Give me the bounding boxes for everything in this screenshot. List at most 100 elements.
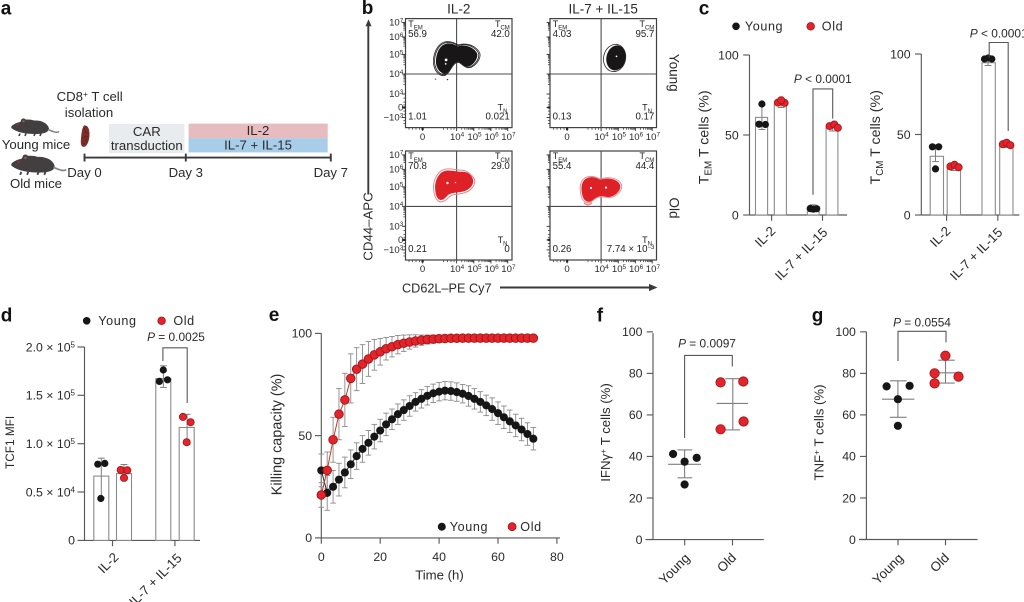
svg-text:c: c — [699, 0, 710, 20]
svg-text:Day 3: Day 3 — [169, 165, 203, 180]
svg-text:isolation: isolation — [65, 105, 113, 120]
svg-text:105: 105 — [389, 182, 404, 193]
svg-text:0: 0 — [636, 533, 643, 547]
svg-text:106: 106 — [629, 131, 644, 142]
svg-text:60: 60 — [629, 408, 643, 422]
svg-text:Old: Old — [667, 197, 682, 218]
svg-text:104: 104 — [389, 201, 404, 212]
svg-text:20: 20 — [842, 491, 856, 505]
svg-text:0: 0 — [398, 235, 403, 246]
svg-text:IL-2: IL-2 — [447, 2, 470, 17]
svg-text:Old: Old — [822, 20, 843, 34]
svg-text:Old mice: Old mice — [10, 176, 62, 191]
svg-text:transduction: transduction — [111, 138, 183, 153]
svg-text:0: 0 — [398, 103, 403, 114]
svg-text:100: 100 — [890, 47, 911, 61]
svg-text:100: 100 — [622, 325, 643, 339]
svg-text:Young: Young — [745, 20, 783, 34]
svg-text:0: 0 — [904, 208, 911, 222]
svg-text:IL-7 + IL-15: IL-7 + IL-15 — [568, 2, 637, 17]
svg-text:50: 50 — [298, 429, 312, 443]
svg-text:107: 107 — [501, 131, 516, 142]
svg-text:Old: Old — [173, 314, 194, 328]
svg-text:0: 0 — [564, 264, 569, 275]
svg-text:105: 105 — [389, 49, 404, 60]
svg-text:IFNγ+ T cells (%): IFNγ+ T cells (%) — [598, 383, 613, 482]
svg-text:Time (h): Time (h) — [415, 568, 464, 583]
svg-text:d: d — [1, 305, 13, 326]
svg-text:80: 80 — [550, 550, 564, 564]
svg-text:106: 106 — [389, 164, 404, 175]
svg-text:CD62L–PE Cy7: CD62L–PE Cy7 — [402, 282, 492, 296]
svg-text:CD44–APC: CD44–APC — [361, 192, 376, 261]
svg-text:0: 0 — [68, 534, 75, 548]
svg-text:IL-2: IL-2 — [247, 123, 270, 138]
svg-text:44.4: 44.4 — [635, 161, 654, 172]
svg-text:80: 80 — [629, 367, 643, 381]
svg-text:0: 0 — [318, 550, 325, 564]
svg-text:a: a — [1, 0, 12, 20]
svg-text:TN: TN — [498, 103, 508, 116]
svg-text:104: 104 — [450, 131, 465, 142]
svg-text:95.7: 95.7 — [635, 29, 654, 40]
svg-text:4.03: 4.03 — [553, 29, 572, 40]
svg-text:e: e — [269, 305, 280, 326]
svg-text:40: 40 — [842, 450, 856, 464]
svg-text:105: 105 — [612, 131, 627, 142]
svg-text:P < 0.0001: P < 0.0001 — [970, 27, 1024, 41]
svg-text:TN: TN — [498, 235, 508, 248]
svg-text:IL-7 + IL-15: IL-7 + IL-15 — [224, 137, 292, 152]
svg-text:0: 0 — [305, 531, 312, 545]
svg-text:P < 0.0001: P < 0.0001 — [794, 72, 852, 86]
svg-text:107: 107 — [389, 17, 404, 28]
svg-text:107: 107 — [646, 264, 661, 275]
svg-text:0: 0 — [564, 132, 569, 143]
svg-text:CAR: CAR — [133, 124, 161, 139]
svg-text:105: 105 — [467, 264, 482, 275]
svg-text:Day 7: Day 7 — [314, 165, 348, 180]
svg-text:106: 106 — [484, 131, 499, 142]
svg-text:0.26: 0.26 — [553, 244, 572, 255]
svg-text:P = 0.0025: P = 0.0025 — [147, 330, 205, 344]
svg-text:20: 20 — [373, 550, 387, 564]
svg-text:107: 107 — [389, 150, 404, 161]
svg-text:70.8: 70.8 — [408, 161, 427, 172]
svg-text:56.9: 56.9 — [408, 29, 427, 40]
svg-text:0.5 × 104: 0.5 × 104 — [26, 485, 76, 499]
svg-text:TN: TN — [642, 235, 652, 248]
svg-text:0.17: 0.17 — [635, 112, 654, 123]
svg-text:2.0 × 105: 2.0 × 105 — [26, 340, 76, 354]
svg-text:20: 20 — [629, 491, 643, 505]
svg-text:−103: −103 — [383, 245, 403, 256]
svg-text:0.021: 0.021 — [486, 112, 510, 123]
svg-text:0: 0 — [420, 132, 425, 143]
svg-text:1.5 × 105: 1.5 × 105 — [26, 389, 76, 403]
svg-text:TNF+ T cells (%): TNF+ T cells (%) — [812, 384, 827, 480]
svg-text:Day 0: Day 0 — [67, 165, 101, 180]
svg-text:60: 60 — [842, 408, 856, 422]
svg-text:Old: Old — [520, 520, 541, 534]
svg-text:50: 50 — [897, 128, 911, 142]
svg-text:+ T cell: + T cell — [83, 89, 123, 104]
svg-text:TN: TN — [642, 103, 652, 116]
svg-text:1.01: 1.01 — [408, 112, 427, 123]
svg-text:f: f — [597, 305, 604, 326]
svg-text:106: 106 — [389, 32, 404, 43]
svg-text:Young: Young — [98, 314, 136, 328]
svg-text:Young: Young — [667, 54, 682, 92]
svg-text:106: 106 — [629, 264, 644, 275]
svg-text:0: 0 — [849, 533, 856, 547]
svg-text:60: 60 — [491, 550, 505, 564]
svg-text:0.13: 0.13 — [553, 112, 572, 123]
svg-text:29.0: 29.0 — [491, 161, 510, 172]
svg-text:g: g — [812, 305, 824, 326]
svg-text:107: 107 — [646, 131, 661, 142]
svg-text:0: 0 — [732, 208, 739, 222]
svg-text:100: 100 — [835, 325, 856, 339]
svg-text:40: 40 — [432, 550, 446, 564]
svg-text:40: 40 — [629, 450, 643, 464]
svg-text:Killing capacity (%): Killing capacity (%) — [270, 374, 286, 496]
svg-text:55.4: 55.4 — [553, 161, 572, 172]
svg-text:TEM T cells (%): TEM T cells (%) — [697, 90, 715, 184]
svg-text:b: b — [362, 0, 374, 19]
